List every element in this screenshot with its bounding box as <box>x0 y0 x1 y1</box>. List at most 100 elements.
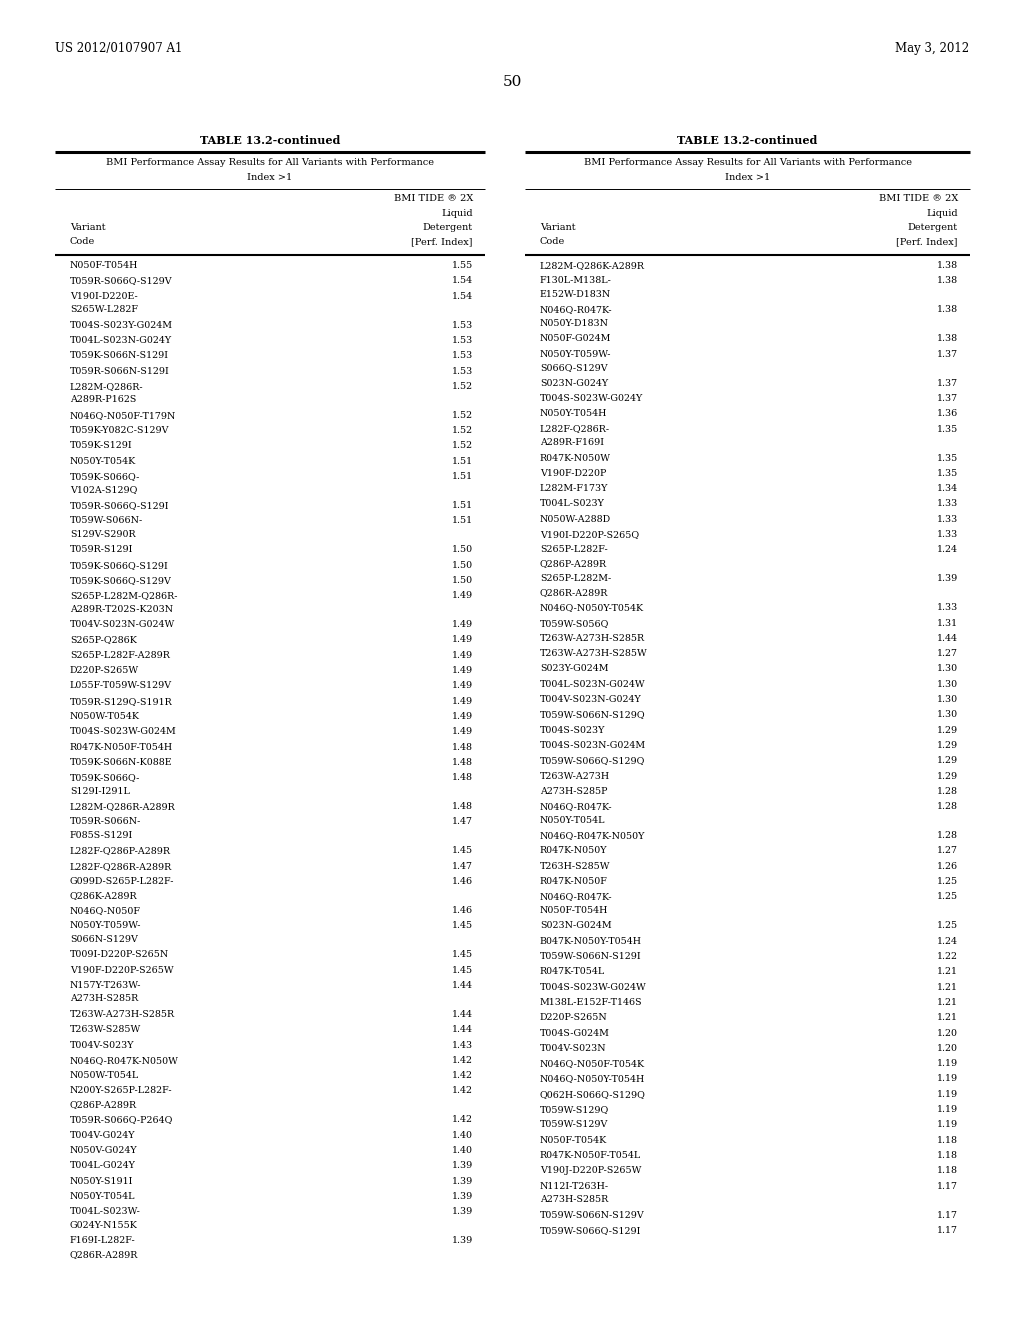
Text: S023N-G024M: S023N-G024M <box>540 921 611 931</box>
Text: Liquid: Liquid <box>441 209 473 218</box>
Text: E152W-D183N: E152W-D183N <box>540 290 611 298</box>
Text: 1.45: 1.45 <box>452 950 473 960</box>
Text: 1.49: 1.49 <box>452 635 473 644</box>
Text: V190F-D220P-S265W: V190F-D220P-S265W <box>70 966 174 974</box>
Text: 1.22: 1.22 <box>937 952 958 961</box>
Text: T059K-S129I: T059K-S129I <box>70 441 133 450</box>
Text: 1.49: 1.49 <box>452 711 473 721</box>
Text: G099D-S265P-L282F-: G099D-S265P-L282F- <box>70 876 174 886</box>
Text: R047K-N050Y: R047K-N050Y <box>540 846 607 855</box>
Text: 1.48: 1.48 <box>452 743 473 751</box>
Text: T004L-S023N-G024W: T004L-S023N-G024W <box>540 680 645 689</box>
Text: 1.18: 1.18 <box>937 1151 958 1160</box>
Text: 1.39: 1.39 <box>452 1237 473 1245</box>
Text: T004V-S023N-G024Y: T004V-S023N-G024Y <box>540 696 642 704</box>
Text: A273H-S285R: A273H-S285R <box>540 1195 608 1204</box>
Text: N050W-T054K: N050W-T054K <box>70 711 140 721</box>
Text: F130L-M138L-: F130L-M138L- <box>540 276 612 285</box>
Text: V102A-S129Q: V102A-S129Q <box>70 486 137 495</box>
Text: F169I-L282F-: F169I-L282F- <box>70 1237 136 1245</box>
Text: T004S-S023W-G024M: T004S-S023W-G024M <box>70 727 177 737</box>
Text: V190F-D220P: V190F-D220P <box>540 469 606 478</box>
Text: 1.24: 1.24 <box>937 545 958 554</box>
Text: [Perf. Index]: [Perf. Index] <box>412 238 473 247</box>
Text: R047K-N050W: R047K-N050W <box>540 454 611 462</box>
Text: 1.52: 1.52 <box>452 426 473 436</box>
Text: Q286R-A289R: Q286R-A289R <box>70 1250 138 1259</box>
Text: T059R-S066Q-P264Q: T059R-S066Q-P264Q <box>70 1115 173 1125</box>
Text: T059W-S056Q: T059W-S056Q <box>540 619 609 627</box>
Text: 1.49: 1.49 <box>452 681 473 690</box>
Text: T263W-A273H-S285W: T263W-A273H-S285W <box>540 649 648 659</box>
Text: 1.53: 1.53 <box>452 321 473 330</box>
Text: 1.49: 1.49 <box>452 591 473 601</box>
Text: B047K-N050Y-T054H: B047K-N050Y-T054H <box>540 937 642 945</box>
Text: N046Q-R047K-N050W: N046Q-R047K-N050W <box>70 1056 179 1065</box>
Text: R047K-T054L: R047K-T054L <box>540 968 605 977</box>
Text: 1.39: 1.39 <box>452 1162 473 1171</box>
Text: Index >1: Index >1 <box>725 173 770 182</box>
Text: T059K-S066Q-S129I: T059K-S066Q-S129I <box>70 561 169 570</box>
Text: T059W-S066N-: T059W-S066N- <box>70 516 143 525</box>
Text: T059K-S066N-S129I: T059K-S066N-S129I <box>70 351 169 360</box>
Text: T059W-S066N-S129Q: T059W-S066N-S129Q <box>540 710 645 719</box>
Text: 1.49: 1.49 <box>452 667 473 675</box>
Text: 1.20: 1.20 <box>937 1028 958 1038</box>
Text: 1.51: 1.51 <box>452 457 473 466</box>
Text: 1.21: 1.21 <box>937 998 958 1007</box>
Text: Code: Code <box>540 238 565 247</box>
Text: Variant: Variant <box>540 223 575 232</box>
Text: S265P-Q286K: S265P-Q286K <box>70 635 137 644</box>
Text: 1.19: 1.19 <box>937 1074 958 1084</box>
Text: 1.29: 1.29 <box>937 726 958 735</box>
Text: 1.38: 1.38 <box>937 334 958 343</box>
Text: N046Q-N050Y-T054H: N046Q-N050Y-T054H <box>540 1074 645 1084</box>
Text: 1.39: 1.39 <box>937 574 958 583</box>
Text: N050F-G024M: N050F-G024M <box>540 334 611 343</box>
Text: BMI Performance Assay Results for All Variants with Performance: BMI Performance Assay Results for All Va… <box>106 158 434 168</box>
Text: T059W-S129V: T059W-S129V <box>540 1121 608 1130</box>
Text: 1.24: 1.24 <box>937 937 958 945</box>
Text: 1.51: 1.51 <box>452 516 473 525</box>
Text: 1.49: 1.49 <box>452 651 473 660</box>
Text: 1.42: 1.42 <box>452 1086 473 1096</box>
Text: 1.19: 1.19 <box>937 1090 958 1098</box>
Text: N046Q-R047K-: N046Q-R047K- <box>540 803 612 812</box>
Text: 1.35: 1.35 <box>937 469 958 478</box>
Text: 1.48: 1.48 <box>452 803 473 812</box>
Text: Detergent: Detergent <box>423 223 473 232</box>
Text: 1.43: 1.43 <box>452 1040 473 1049</box>
Text: T004S-S023W-G024Y: T004S-S023W-G024Y <box>540 393 643 403</box>
Text: 1.35: 1.35 <box>937 454 958 462</box>
Text: 1.18: 1.18 <box>937 1166 958 1175</box>
Text: Q286P-A289R: Q286P-A289R <box>70 1100 137 1109</box>
Text: 1.29: 1.29 <box>937 741 958 750</box>
Text: BMI TIDE ® 2X: BMI TIDE ® 2X <box>393 194 473 203</box>
Text: 1.45: 1.45 <box>452 921 473 931</box>
Text: T004S-S023Y: T004S-S023Y <box>540 726 605 735</box>
Text: N050F-T054H: N050F-T054H <box>70 261 138 271</box>
Text: T004S-S023N-G024M: T004S-S023N-G024M <box>540 741 646 750</box>
Text: 1.49: 1.49 <box>452 727 473 737</box>
Text: N050Y-T059W-: N050Y-T059W- <box>70 921 141 931</box>
Text: 1.29: 1.29 <box>937 756 958 766</box>
Text: 1.31: 1.31 <box>937 619 958 627</box>
Text: 1.46: 1.46 <box>452 876 473 886</box>
Text: T059K-S066Q-: T059K-S066Q- <box>70 473 140 480</box>
Text: S265P-L282M-: S265P-L282M- <box>540 574 611 583</box>
Text: TABLE 13.2-continued: TABLE 13.2-continued <box>200 135 340 147</box>
Text: 1.44: 1.44 <box>937 634 958 643</box>
Text: M138L-E152F-T146S: M138L-E152F-T146S <box>540 998 643 1007</box>
Text: Q286K-A289R: Q286K-A289R <box>70 891 137 900</box>
Text: 1.54: 1.54 <box>452 292 473 301</box>
Text: T004V-S023N: T004V-S023N <box>540 1044 606 1053</box>
Text: US 2012/0107907 A1: US 2012/0107907 A1 <box>55 42 182 55</box>
Text: 1.50: 1.50 <box>452 576 473 585</box>
Text: 1.52: 1.52 <box>452 381 473 391</box>
Text: A289R-F169I: A289R-F169I <box>540 438 604 447</box>
Text: N112I-T263H-: N112I-T263H- <box>540 1181 609 1191</box>
Text: L282M-Q286R-A289R: L282M-Q286R-A289R <box>70 803 176 812</box>
Text: 1.18: 1.18 <box>937 1135 958 1144</box>
Text: 1.46: 1.46 <box>452 906 473 915</box>
Text: A289R-T202S-K203N: A289R-T202S-K203N <box>70 605 173 614</box>
